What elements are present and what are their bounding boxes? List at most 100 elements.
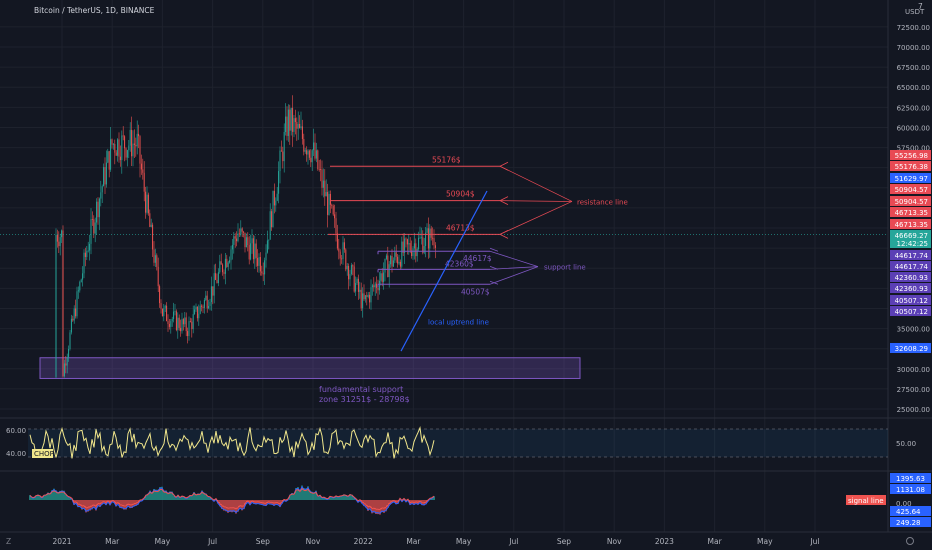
candle-body [401, 241, 403, 267]
histogram-bar [171, 491, 173, 500]
histogram-bar [29, 495, 31, 500]
candle-body [143, 172, 145, 192]
candle-body [58, 241, 60, 247]
fundamental-support-zone[interactable] [39, 357, 581, 379]
histogram-bar [159, 487, 161, 500]
candle-body [426, 228, 428, 233]
candle-body [241, 228, 243, 232]
price-tag-label: 51629.97 [895, 175, 928, 183]
signal-line [29, 487, 435, 511]
candle-body [370, 287, 372, 303]
settings-icon[interactable] [906, 537, 914, 545]
candle-body [411, 250, 413, 257]
histogram-bar [165, 490, 167, 500]
candle-body [219, 261, 221, 273]
candle-body [404, 238, 406, 253]
candle-body [69, 332, 71, 349]
candle-body [310, 157, 312, 163]
candle-body [257, 257, 259, 266]
candle-body [412, 248, 414, 257]
price-tag [890, 238, 931, 248]
candle-body [208, 306, 210, 309]
histogram-bar [223, 500, 225, 511]
candle-body [75, 308, 77, 317]
candle-body [168, 323, 170, 327]
candle-body [282, 151, 284, 162]
histogram-bar [301, 485, 303, 500]
candle-body [296, 121, 298, 129]
indicator-tag-label: 425.64 [896, 508, 921, 516]
candle-body [339, 251, 341, 259]
candle-body [149, 213, 151, 227]
candle-body [199, 305, 201, 314]
candle-body [434, 245, 436, 248]
time-axis-label: Sep [256, 537, 270, 546]
indicator-tag [890, 517, 931, 527]
histogram-bar [191, 495, 193, 500]
price-tag-label: 55256.98 [895, 152, 928, 160]
candle-body [159, 286, 161, 304]
candle-body [177, 317, 179, 331]
candle-body [255, 243, 257, 258]
candle-body [297, 124, 299, 129]
price-tick-label: 35000.00 [897, 326, 930, 334]
candle-body [231, 244, 233, 250]
candle-body [387, 255, 389, 278]
support-level-label: 44617$ [463, 254, 492, 263]
histogram-bar [373, 500, 375, 513]
support-callout-line [489, 266, 539, 285]
price-tick-label: 65000.00 [897, 84, 930, 92]
candle-body [117, 139, 119, 156]
candle-body [376, 283, 378, 288]
candle-body [230, 249, 232, 261]
candle-body [145, 191, 147, 213]
candle-body [349, 274, 351, 280]
price-tag-label: 50904.57 [895, 186, 928, 194]
candle-body [180, 327, 182, 332]
candle-body [105, 162, 107, 185]
candle-body [224, 258, 226, 274]
resistance-level-label: 50904$ [446, 190, 475, 199]
candle-body [306, 150, 308, 155]
resistance-callout-line [499, 200, 573, 202]
candle-body [212, 286, 214, 296]
histogram-bar [311, 491, 313, 500]
histogram-bar [43, 494, 45, 500]
zoom-icon[interactable]: Z [6, 537, 11, 546]
candle-body [350, 265, 352, 275]
chop-level-label-lower: 40.00 [6, 450, 26, 458]
candle-body [156, 255, 158, 267]
candle-body [65, 363, 67, 366]
candle-body [321, 169, 323, 188]
price-tag-label: 44617.74 [895, 263, 929, 271]
candle-body [111, 139, 113, 145]
candle-body [61, 230, 63, 238]
candle-body [234, 236, 236, 239]
candle-body [408, 243, 410, 245]
candle-body [425, 232, 427, 247]
price-tick-label: 72500.00 [897, 24, 930, 32]
candle-body [338, 248, 340, 252]
histogram-bar [37, 494, 39, 500]
price-tag [890, 343, 931, 353]
uptrend-line[interactable] [400, 190, 488, 352]
histogram-bar [377, 500, 379, 515]
candle-body [100, 192, 102, 199]
candle-body [125, 148, 127, 158]
chop-band [28, 429, 888, 457]
candle-body [166, 305, 168, 322]
candle-body [303, 139, 305, 152]
histogram-bar [295, 488, 297, 500]
histogram-bar [231, 500, 233, 513]
candle-body [90, 219, 92, 244]
candle-body [342, 242, 344, 259]
candle-body [70, 318, 72, 333]
histogram-bar [131, 500, 133, 508]
candle-body [79, 281, 81, 291]
candle-body [83, 252, 85, 274]
candle-body [336, 233, 338, 249]
candle-body [247, 237, 249, 246]
price-tag [890, 283, 931, 293]
indicator-tag [890, 506, 931, 516]
